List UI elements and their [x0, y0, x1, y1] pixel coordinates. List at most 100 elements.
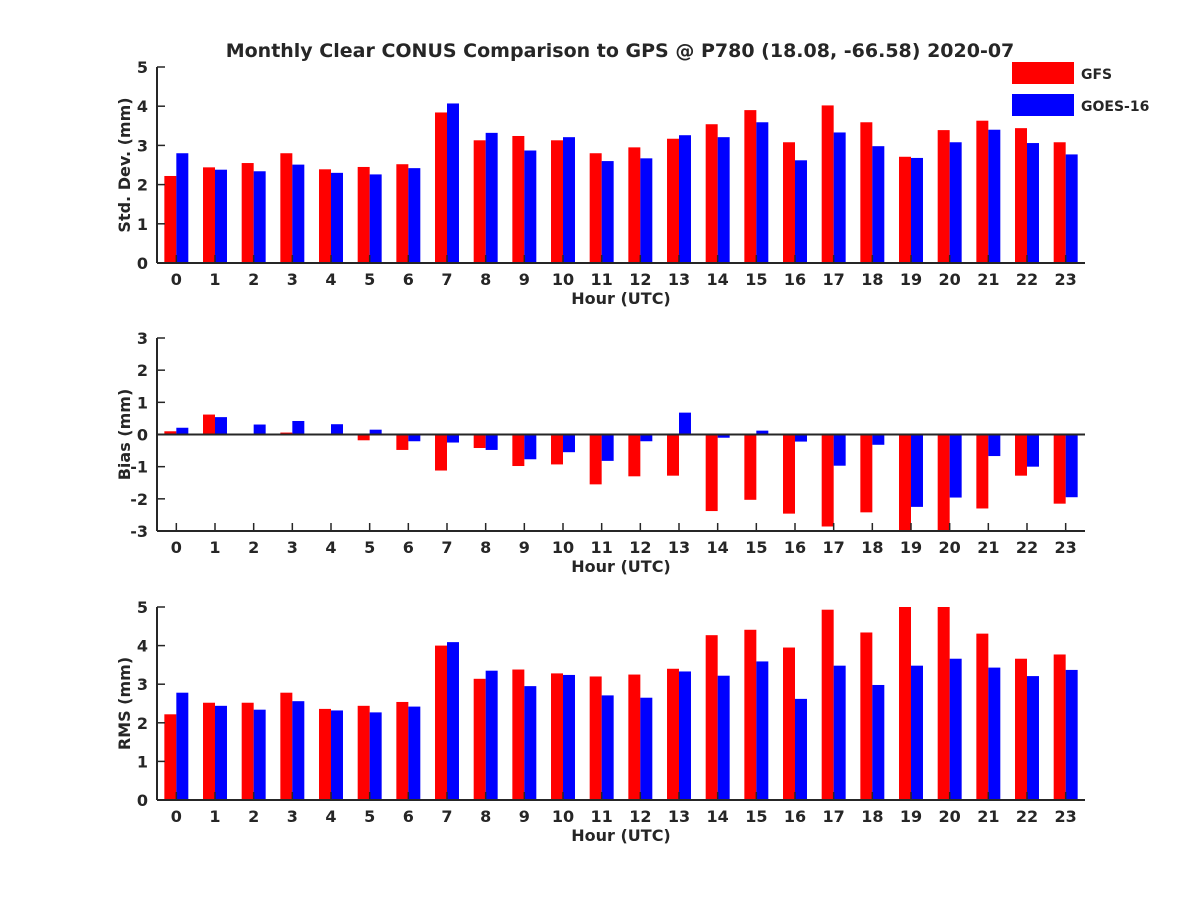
bias-bar-gfs-8 [473, 434, 486, 449]
std-dev-bar-gfs-9 [512, 135, 525, 263]
rms-x-tick-label: 16 [784, 807, 806, 826]
bias-bar-gfs-1 [203, 414, 215, 435]
bias-x-tick-label: 19 [900, 538, 922, 557]
std-dev-bar-goes16-20 [949, 142, 962, 263]
std-dev-bar-goes16-23 [1065, 154, 1078, 263]
legend-swatch-goes16 [1012, 94, 1074, 116]
bias-y-tick-label: 2 [137, 361, 148, 380]
std-dev-y-tick-label: 5 [137, 58, 148, 77]
rms-x-tick-label: 12 [629, 807, 651, 826]
std-dev-x-tick-label: 0 [171, 270, 182, 289]
legend-label-goes16: GOES-16 [1081, 99, 1149, 115]
rms-bar-gfs-5 [357, 705, 370, 800]
rms-bar-gfs-10 [551, 673, 563, 800]
rms-bar-gfs-12 [628, 674, 641, 800]
bias-bar-goes16-15 [756, 430, 769, 435]
std-dev-bar-goes16-22 [1027, 143, 1039, 263]
std-dev-x-tick-label: 3 [287, 270, 298, 289]
legend-swatch-gfs [1012, 62, 1074, 84]
std-dev-bar-gfs-19 [899, 156, 911, 263]
rms-x-tick-label: 17 [823, 807, 845, 826]
std-dev-bar-gfs-12 [628, 147, 641, 263]
rms-bar-goes16-0 [176, 692, 189, 800]
bias-bar-gfs-23 [1053, 434, 1066, 504]
bias-x-tick-label: 9 [519, 538, 530, 557]
bias-x-tick-label: 11 [591, 538, 613, 557]
std-dev-y-tick-label: 0 [137, 254, 148, 273]
std-dev-y-tick-label: 1 [137, 215, 148, 234]
bias-bar-goes16-19 [911, 434, 923, 507]
std-dev-x-tick-label: 18 [861, 270, 883, 289]
std-dev-bar-goes16-9 [524, 150, 537, 263]
bias-bar-goes16-6 [408, 434, 421, 442]
rms-bar-gfs-13 [667, 668, 679, 800]
chart-title: Monthly Clear CONUS Comparison to GPS @ … [226, 40, 1015, 62]
std-dev-bar-gfs-15 [744, 110, 757, 264]
std-dev-bar-goes16-1 [215, 169, 227, 263]
rms-bar-gfs-22 [1015, 658, 1027, 800]
std-dev-x-tick-label: 12 [629, 270, 651, 289]
bias-bar-goes16-8 [485, 434, 498, 450]
rms-bar-goes16-14 [717, 675, 730, 800]
rms-bar-gfs-23 [1053, 654, 1066, 800]
std-dev-bar-goes16-18 [872, 146, 885, 263]
bias-bar-gfs-16 [783, 434, 795, 514]
bias-bar-gfs-10 [551, 434, 563, 465]
bias-bar-gfs-13 [667, 434, 679, 476]
std-dev-bar-gfs-7 [435, 112, 447, 263]
rms-x-tick-label: 5 [364, 807, 375, 826]
std-dev-bar-gfs-3 [280, 153, 293, 263]
std-dev-x-tick-label: 17 [823, 270, 845, 289]
bias-y-tick-label: 3 [137, 329, 148, 348]
std-dev-x-tick-label: 19 [900, 270, 922, 289]
rms-bar-goes16-17 [833, 665, 846, 800]
bias-bar-gfs-11 [589, 434, 602, 485]
rms-x-tick-label: 3 [287, 807, 298, 826]
std-dev-bar-goes16-19 [911, 157, 923, 263]
bias-x-tick-label: 22 [1016, 538, 1038, 557]
rms-bar-gfs-21 [976, 633, 989, 800]
rms-x-tick-label: 10 [552, 807, 574, 826]
bias-bar-goes16-5 [369, 429, 382, 435]
std-dev-bar-gfs-5 [357, 166, 370, 263]
bias-x-tick-label: 2 [248, 538, 259, 557]
std-dev-bar-gfs-6 [396, 164, 409, 263]
std-dev-bar-goes16-13 [679, 135, 691, 263]
bias-bar-goes16-18 [872, 434, 885, 445]
rms-bar-goes16-23 [1065, 669, 1078, 800]
std-dev-y-tick-label: 3 [137, 136, 148, 155]
std-dev-x-tick-label: 8 [480, 270, 491, 289]
bias-bar-goes16-12 [640, 434, 653, 442]
std-dev-bar-goes16-8 [485, 132, 498, 263]
std-dev-x-tick-label: 20 [939, 270, 961, 289]
std-dev-x-tick-label: 16 [784, 270, 806, 289]
std-dev-x-tick-label: 14 [707, 270, 729, 289]
std-dev-bar-gfs-11 [589, 153, 602, 263]
rms-bar-gfs-17 [821, 609, 834, 800]
bias-y-tick-label: -1 [130, 458, 148, 477]
bias-bar-gfs-12 [628, 434, 641, 477]
rms-bar-goes16-1 [215, 705, 227, 800]
legend-label-gfs: GFS [1081, 67, 1112, 83]
std-dev-x-tick-label: 2 [248, 270, 259, 289]
rms-bar-goes16-20 [949, 658, 962, 800]
std-dev-x-tick-label: 22 [1016, 270, 1038, 289]
bias-x-tick-label: 20 [939, 538, 961, 557]
rms-x-tick-label: 1 [209, 807, 220, 826]
legend: GFS GOES-16 [1012, 62, 1149, 116]
rms-bar-gfs-15 [744, 629, 757, 800]
rms-y-tick-label: 0 [137, 791, 148, 810]
rms-y-tick-label: 3 [137, 675, 148, 694]
rms-bar-goes16-10 [563, 674, 575, 800]
rms-bar-goes16-6 [408, 706, 421, 800]
bias-bar-goes16-17 [833, 434, 846, 466]
bias-bar-goes16-7 [447, 434, 459, 443]
bias-x-tick-label: 16 [784, 538, 806, 557]
rms-bar-gfs-11 [589, 676, 602, 800]
bias-bar-goes16-23 [1065, 434, 1078, 498]
bias-y-tick-label: -3 [130, 522, 148, 541]
rms-bar-goes16-22 [1027, 676, 1039, 800]
rms-x-tick-label: 19 [900, 807, 922, 826]
rms-bar-goes16-5 [369, 712, 382, 800]
